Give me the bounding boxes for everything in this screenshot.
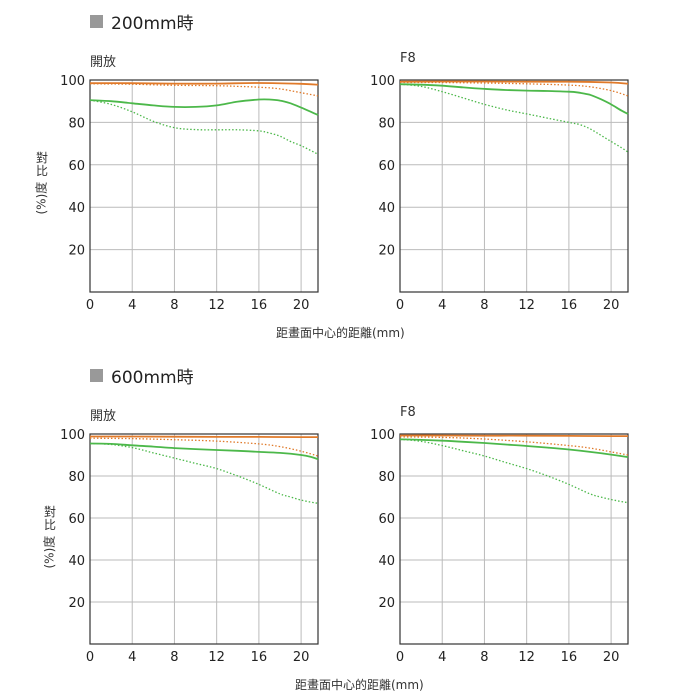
x-tick-label: 0 [86,650,94,665]
x-tick-label: 0 [86,298,94,313]
section-marker-icon [90,14,103,28]
y-tick-label: 20 [378,596,395,611]
x-tick-label: 20 [603,298,620,313]
panel-label-f8-200: F8 [400,51,416,66]
x-tick-label: 12 [518,298,535,313]
y-tick-label: 40 [378,554,395,569]
x-tick-label: 4 [438,650,446,665]
x-tick-label: 16 [251,298,268,313]
y-axis-label-600: 對比 (%)度 [38,506,62,569]
x-tick-label: 20 [293,650,310,665]
y-tick-label: 60 [68,159,85,174]
plot-frame [89,433,319,645]
y-tick-label: 60 [378,159,395,174]
section-marker-icon [90,368,103,382]
y-tick-label: 100 [370,74,395,89]
chart-panel: 0 4 8 12 16 20 20 40 60 80 100 [60,428,319,665]
y-tick-label: 100 [370,428,395,443]
chart-panel: 0 4 8 12 16 20 20 40 60 80 100 [60,74,319,313]
y-axis-label-chars: 對比 [38,506,62,532]
x-axis-label-600: 距畫面中心的距離(mm) [295,678,424,692]
y-axis-label-char: 比 [35,164,48,178]
x-tick-label: 4 [128,650,136,665]
series-line-orange-dotted [399,436,629,456]
x-tick-label: 20 [603,650,620,665]
x-tick-label: 16 [561,298,578,313]
x-tick-label: 12 [518,650,535,665]
y-axis-label-chars: 對比 [30,152,54,178]
x-tick-label: 16 [251,650,268,665]
x-tick-label: 20 [293,298,310,313]
x-tick-label: 12 [208,298,225,313]
y-tick-label: 80 [378,470,395,485]
x-tick-label: 8 [480,650,488,665]
y-tick-label: 40 [68,201,85,216]
y-tick-label: 60 [68,512,85,527]
series-line-green-solid [89,442,319,461]
series-line-orange-solid [89,82,319,86]
series-line-green-solid [399,438,629,458]
series-line-orange-solid [399,434,628,438]
panel-label-open-200: 開放 [90,55,117,70]
x-tick-label: 8 [170,298,178,313]
series-line-green-dotted [89,442,319,504]
y-tick-label: 20 [68,244,85,259]
chart-panel: 0 4 8 12 16 20 20 40 60 80 100 [370,74,629,313]
y-axis-label-char: 對 [43,505,56,519]
series-line-orange-dotted [89,83,319,97]
y-tick-label: 80 [378,116,395,131]
series-line-green-solid [399,83,629,115]
x-tick-label: 0 [396,298,404,313]
series-line-green-dotted [399,438,629,504]
series-line-orange-solid [399,80,629,85]
x-tick-label: 0 [396,650,404,665]
x-tick-label: 12 [208,650,225,665]
x-tick-label: 16 [561,650,578,665]
y-tick-label: 60 [378,512,395,527]
x-tick-label: 8 [480,298,488,313]
y-tick-label: 40 [68,554,85,569]
chart-panel: 0 4 8 12 16 20 20 40 60 80 100 [370,428,629,665]
y-tick-label: 80 [68,470,85,485]
series-line-orange-solid [90,435,319,439]
x-tick-label: 4 [128,298,136,313]
y-axis-label-200: 對比 (%)度 [30,152,54,215]
section-header-600mm: 600mm時 [90,364,194,388]
plot-frame [89,79,319,293]
series-line-orange-dotted [400,81,629,97]
x-tick-label: 4 [438,298,446,313]
section-title: 200mm時 [111,13,194,34]
y-tick-label: 40 [378,201,395,216]
panel-label-open-600: 開放 [90,409,117,424]
y-axis-label-char: 對 [35,151,48,165]
section-title: 600mm時 [111,367,194,388]
panel-label-f8-600: F8 [400,405,416,420]
y-tick-label: 20 [68,596,85,611]
y-tick-label: 100 [60,74,85,89]
y-tick-label: 20 [378,244,395,259]
y-tick-label: 80 [68,116,85,131]
series-line-green-dotted [399,83,629,153]
series-line-green-dotted [89,99,319,155]
x-tick-label: 8 [170,650,178,665]
series-line-orange-dotted [89,437,319,457]
y-axis-label-char: 比 [43,518,56,532]
section-header-200mm: 200mm時 [90,10,194,34]
x-axis-label-200: 距畫面中心的距離(mm) [276,326,405,340]
plot-frame [399,433,629,645]
y-tick-label: 100 [60,428,85,443]
series-line-green-solid [89,98,319,116]
plot-frame [399,79,629,293]
